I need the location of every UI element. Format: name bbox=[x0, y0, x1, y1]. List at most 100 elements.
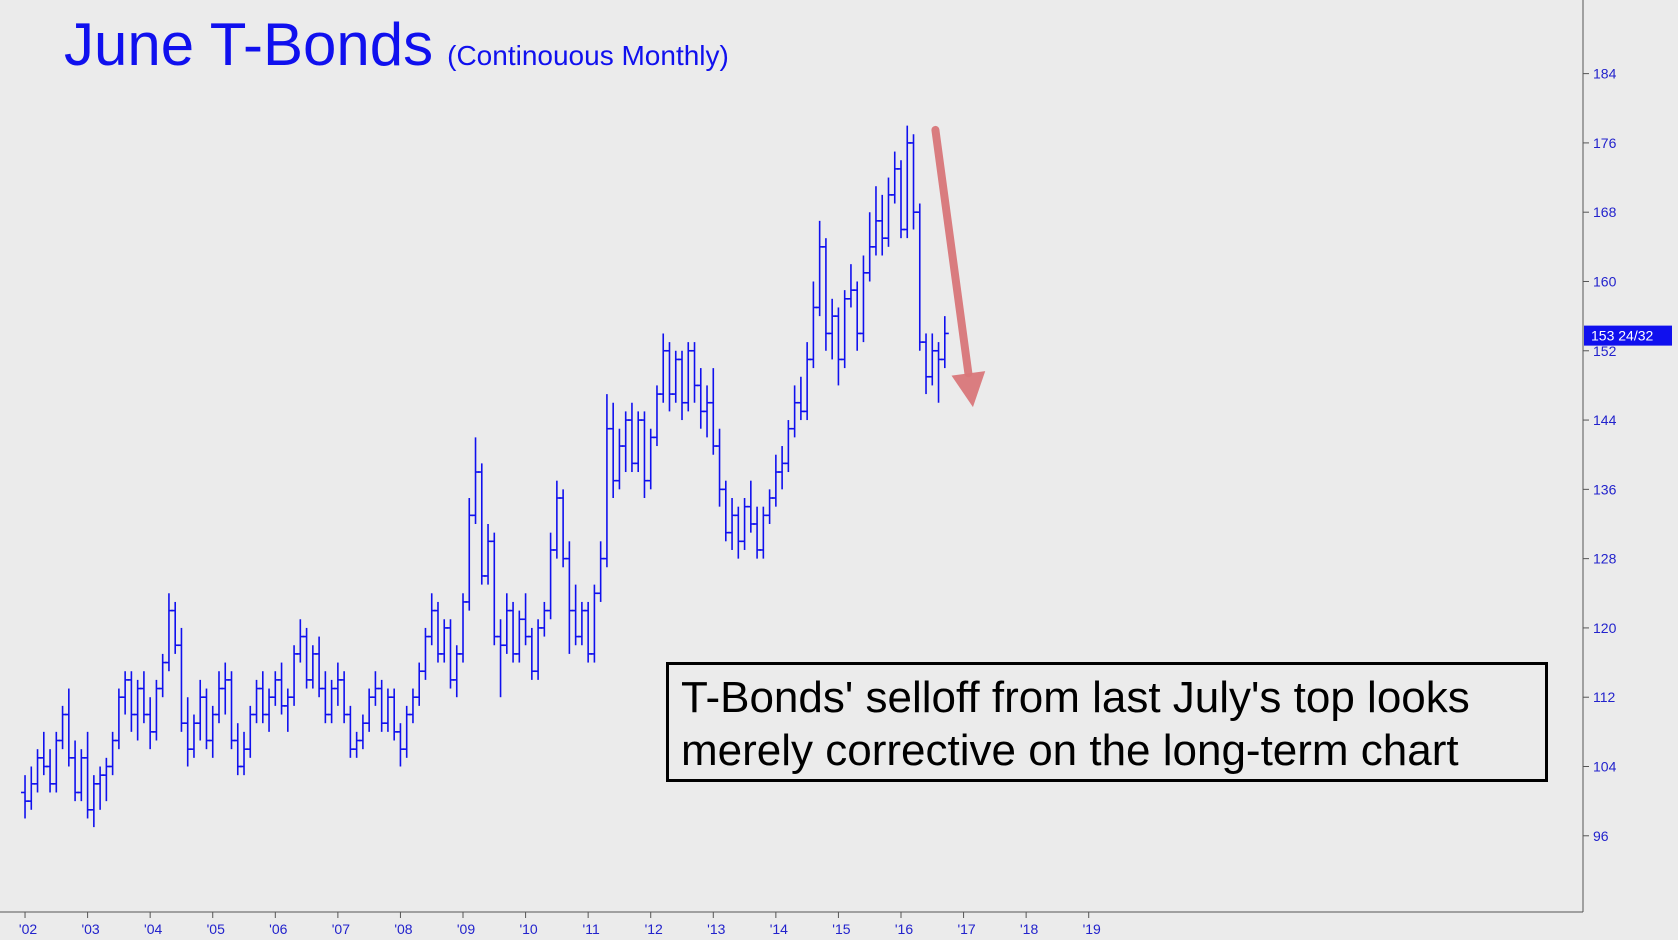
ohlc-bar bbox=[940, 316, 949, 369]
ohlc-bar bbox=[296, 619, 305, 663]
ohlc-bar bbox=[703, 385, 712, 438]
ohlc-bar bbox=[565, 541, 574, 654]
trend-arrow-shaft bbox=[931, 125, 973, 378]
ohlc-bar bbox=[327, 679, 336, 724]
y-tick-label: 96 bbox=[1593, 828, 1609, 844]
ohlc-bar bbox=[408, 688, 417, 724]
x-tick-label: '05 bbox=[207, 921, 225, 937]
ohlc-bar bbox=[39, 731, 48, 776]
x-tick-label: '16 bbox=[895, 921, 913, 937]
ohlc-bar bbox=[546, 532, 555, 620]
ohlc-bar bbox=[678, 350, 687, 421]
x-tick-label: '03 bbox=[81, 921, 99, 937]
ohlc-bar bbox=[803, 342, 812, 421]
chart-title-main: June T-Bonds bbox=[64, 11, 434, 78]
ohlc-bar bbox=[46, 749, 55, 793]
ohlc-bar bbox=[615, 428, 624, 490]
ohlc-bar bbox=[396, 723, 405, 767]
y-tick-label: 136 bbox=[1593, 481, 1617, 497]
commentary-line-2: merely corrective on the long-term chart bbox=[681, 726, 1459, 775]
ohlc-bar bbox=[283, 688, 292, 732]
ohlc-bar bbox=[484, 523, 493, 585]
ohlc-bar bbox=[277, 662, 286, 715]
ohlc-bar bbox=[352, 731, 361, 758]
ohlc-bar bbox=[183, 697, 192, 767]
x-tick-label: '13 bbox=[707, 921, 725, 937]
ohlc-bar bbox=[208, 705, 217, 758]
ohlc-bar bbox=[840, 290, 849, 369]
x-tick-label: '17 bbox=[957, 921, 975, 937]
ohlc-bar bbox=[102, 757, 111, 802]
ohlc-bar bbox=[477, 463, 486, 585]
x-tick-label: '06 bbox=[269, 921, 287, 937]
ohlc-bar bbox=[834, 307, 843, 386]
ohlc-bar bbox=[21, 775, 30, 819]
ohlc-bar bbox=[815, 220, 824, 317]
ohlc-bar bbox=[333, 662, 342, 706]
x-tick-label: '14 bbox=[770, 921, 788, 937]
ohlc-bar bbox=[471, 437, 480, 524]
ohlc-bar bbox=[540, 601, 549, 637]
y-tick-label: 152 bbox=[1593, 343, 1617, 359]
ohlc-bar bbox=[715, 428, 724, 507]
ohlc-bar bbox=[765, 489, 774, 524]
ohlc-bar bbox=[27, 766, 36, 810]
ohlc-bar bbox=[440, 619, 449, 663]
x-tick-label: '09 bbox=[457, 921, 475, 937]
last-price-label: 153 24/32 bbox=[1591, 328, 1653, 344]
ohlc-bar bbox=[690, 342, 699, 403]
x-tick-label: '07 bbox=[332, 921, 350, 937]
ohlc-bar bbox=[909, 134, 918, 230]
ohlc-bar bbox=[609, 402, 618, 499]
ohlc-bar bbox=[496, 619, 505, 698]
ohlc-bar bbox=[377, 679, 386, 732]
ohlc-bar bbox=[659, 333, 668, 403]
ohlc-bar bbox=[922, 333, 931, 395]
ohlc-bar bbox=[446, 619, 455, 689]
ohlc-bar bbox=[358, 714, 367, 750]
ohlc-bar bbox=[196, 679, 205, 741]
ohlc-bar bbox=[884, 177, 893, 247]
trend-arrow-head bbox=[951, 371, 986, 408]
ohlc-bar bbox=[859, 255, 868, 343]
ohlc-bar bbox=[671, 350, 680, 403]
ohlc-bar bbox=[77, 749, 86, 802]
ohlc-bar bbox=[346, 705, 355, 758]
ohlc-bar bbox=[590, 584, 599, 663]
ohlc-bar bbox=[390, 688, 399, 741]
ohlc-bar bbox=[552, 480, 561, 559]
ohlc-bar bbox=[139, 671, 148, 724]
ohlc-bar bbox=[846, 264, 855, 308]
x-tick-label: '10 bbox=[519, 921, 537, 937]
x-tick-label: '19 bbox=[1083, 921, 1101, 937]
ohlc-bar bbox=[890, 151, 899, 204]
ohlc-bar bbox=[271, 671, 280, 706]
ohlc-bar bbox=[177, 627, 186, 732]
ohlc-bar bbox=[365, 688, 374, 732]
ohlc-bar bbox=[233, 723, 242, 776]
ohlc-bar bbox=[33, 749, 42, 793]
ohlc-bar bbox=[246, 705, 255, 758]
last-price-flag bbox=[1584, 325, 1672, 346]
ohlc-bar bbox=[778, 446, 787, 490]
ohlc-bar bbox=[734, 506, 743, 559]
ohlc-bar bbox=[164, 593, 173, 672]
ohlc-bar bbox=[828, 298, 837, 360]
ohlc-bar bbox=[158, 653, 167, 698]
ohlc-bar bbox=[796, 376, 805, 421]
chart-title: June T-Bonds (Continouous Monthly) bbox=[64, 10, 729, 79]
ohlc-bar bbox=[853, 281, 862, 351]
ohlc-bar bbox=[728, 498, 737, 550]
ohlc-bar bbox=[58, 705, 67, 750]
ohlc-bar bbox=[928, 333, 937, 386]
ohlc-bar bbox=[665, 342, 674, 412]
ohlc-bar bbox=[127, 671, 136, 732]
ohlc-bar bbox=[265, 688, 274, 732]
ohlc-bar bbox=[421, 627, 430, 680]
ohlc-bar bbox=[258, 671, 267, 724]
ohlc-bar bbox=[878, 194, 887, 256]
ohlc-bar bbox=[383, 688, 392, 732]
ohlc-bar bbox=[759, 506, 768, 559]
ohlc-bar bbox=[596, 541, 605, 602]
